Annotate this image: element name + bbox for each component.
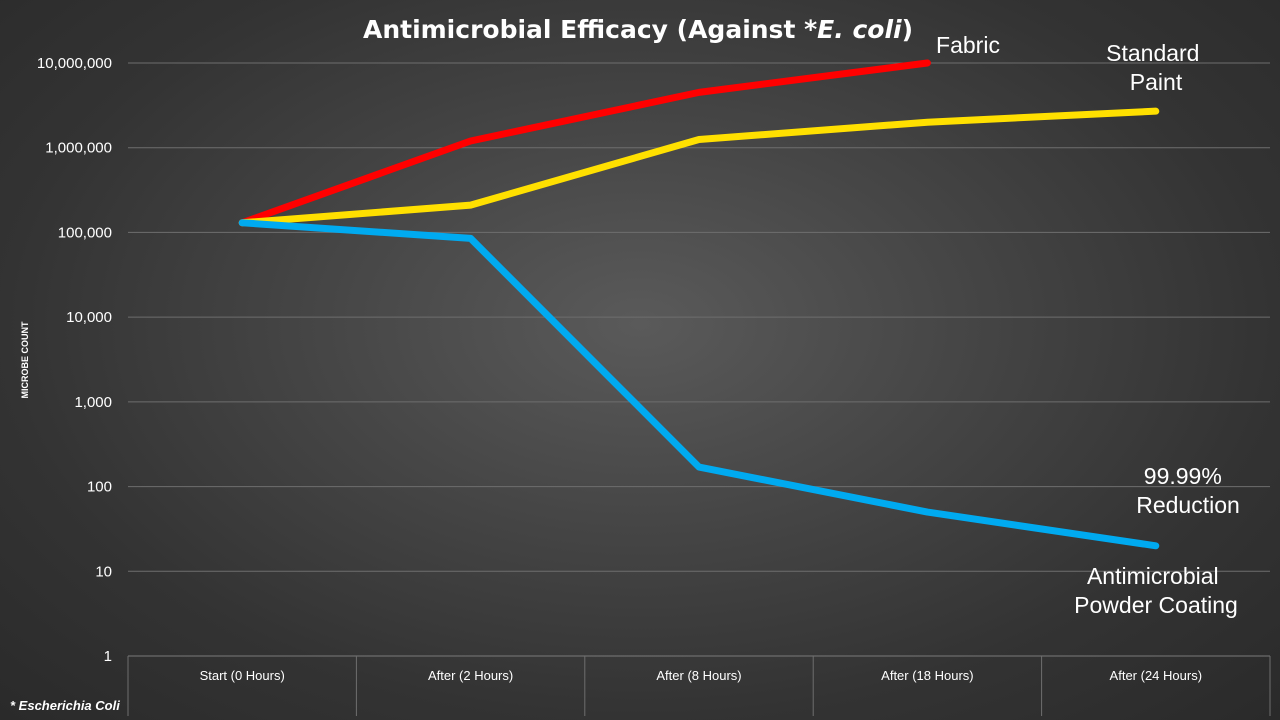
fabric-line [238,59,931,227]
standard-paint-annotation: Standard Paint [1106,40,1206,95]
y-tick-label: 1 [104,648,112,665]
y-axis-label: MICROBE COUNT [20,321,30,398]
x-tick-label: After (18 Hours) [881,668,973,683]
antimicrobial-coating-annotation: Antimicrobial Powder Coating [1074,563,1238,618]
x-tick-label: After (24 Hours) [1110,668,1202,683]
x-tick-label: After (8 Hours) [656,668,741,683]
antimicrobial-powder-coating-line [238,219,1160,550]
footnote: * Escherichia Coli [10,698,120,713]
gridlines [128,62,1270,572]
y-tick-label: 10 [95,563,112,580]
y-tick-label: 100 [87,479,112,496]
series-lines [238,59,1160,550]
standard-paint-line [238,107,1160,227]
x-tick-label: Start (0 Hours) [200,668,285,683]
x-tick-labels: Start (0 Hours) After (2 Hours) After (8 H… [200,668,1202,683]
fabric-annotation: Fabric [936,32,1000,58]
y-tick-labels: 1 10 100 1,000 10,000 100,000 1,000,000 10,000,… [37,55,112,665]
reduction-annotation: 99.99% Reduction [1136,463,1240,518]
x-tick-label: After (2 Hours) [428,668,513,683]
y-tick-label: 1,000 [74,394,112,411]
axes [127,655,1271,716]
y-tick-label: 100,000 [58,224,112,241]
y-tick-label: 10,000 [66,309,112,326]
chart-title: Antimicrobial Efficacy (Against *E. coli… [363,15,913,44]
y-tick-label: 10,000,000 [37,55,112,72]
y-tick-label: 1,000,000 [45,140,112,157]
